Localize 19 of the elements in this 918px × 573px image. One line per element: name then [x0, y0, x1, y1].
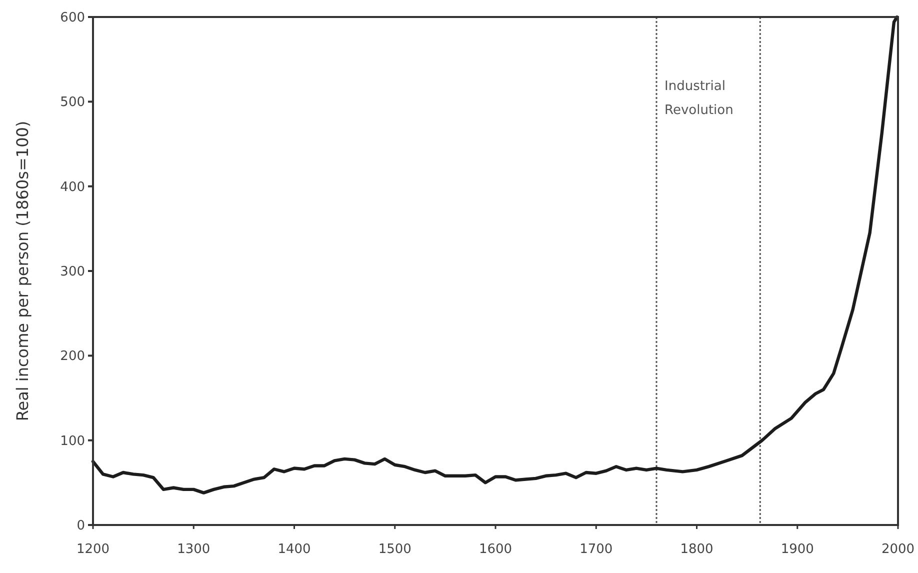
line-series: [91, 15, 899, 494]
y-tick-label: 100: [60, 434, 85, 449]
y-axis-title: Real income per person (1860s=100): [13, 120, 32, 422]
x-tick-label: 1500: [378, 542, 412, 557]
x-tick-label: 1200: [76, 542, 110, 557]
x-tick-label: 1400: [278, 542, 311, 557]
ref-line-label: Industrial Revolution: [664, 79, 734, 118]
x-tick-label: 2000: [881, 542, 915, 557]
y-tick-label: 300: [60, 264, 85, 280]
y-tick-label: 500: [60, 95, 85, 110]
x-tick-label: 1700: [580, 542, 613, 557]
x-tick-label: 1900: [780, 542, 814, 557]
y-tick-label: 400: [60, 180, 85, 195]
y-tick-label: 200: [60, 349, 85, 364]
x-tick-label: 1300: [177, 542, 210, 557]
x-tick-label: 1800: [680, 542, 714, 557]
x-tick-label: 1600: [478, 542, 512, 557]
y-tick-label: 600: [60, 10, 85, 26]
y-tick-label: 0: [76, 518, 85, 534]
